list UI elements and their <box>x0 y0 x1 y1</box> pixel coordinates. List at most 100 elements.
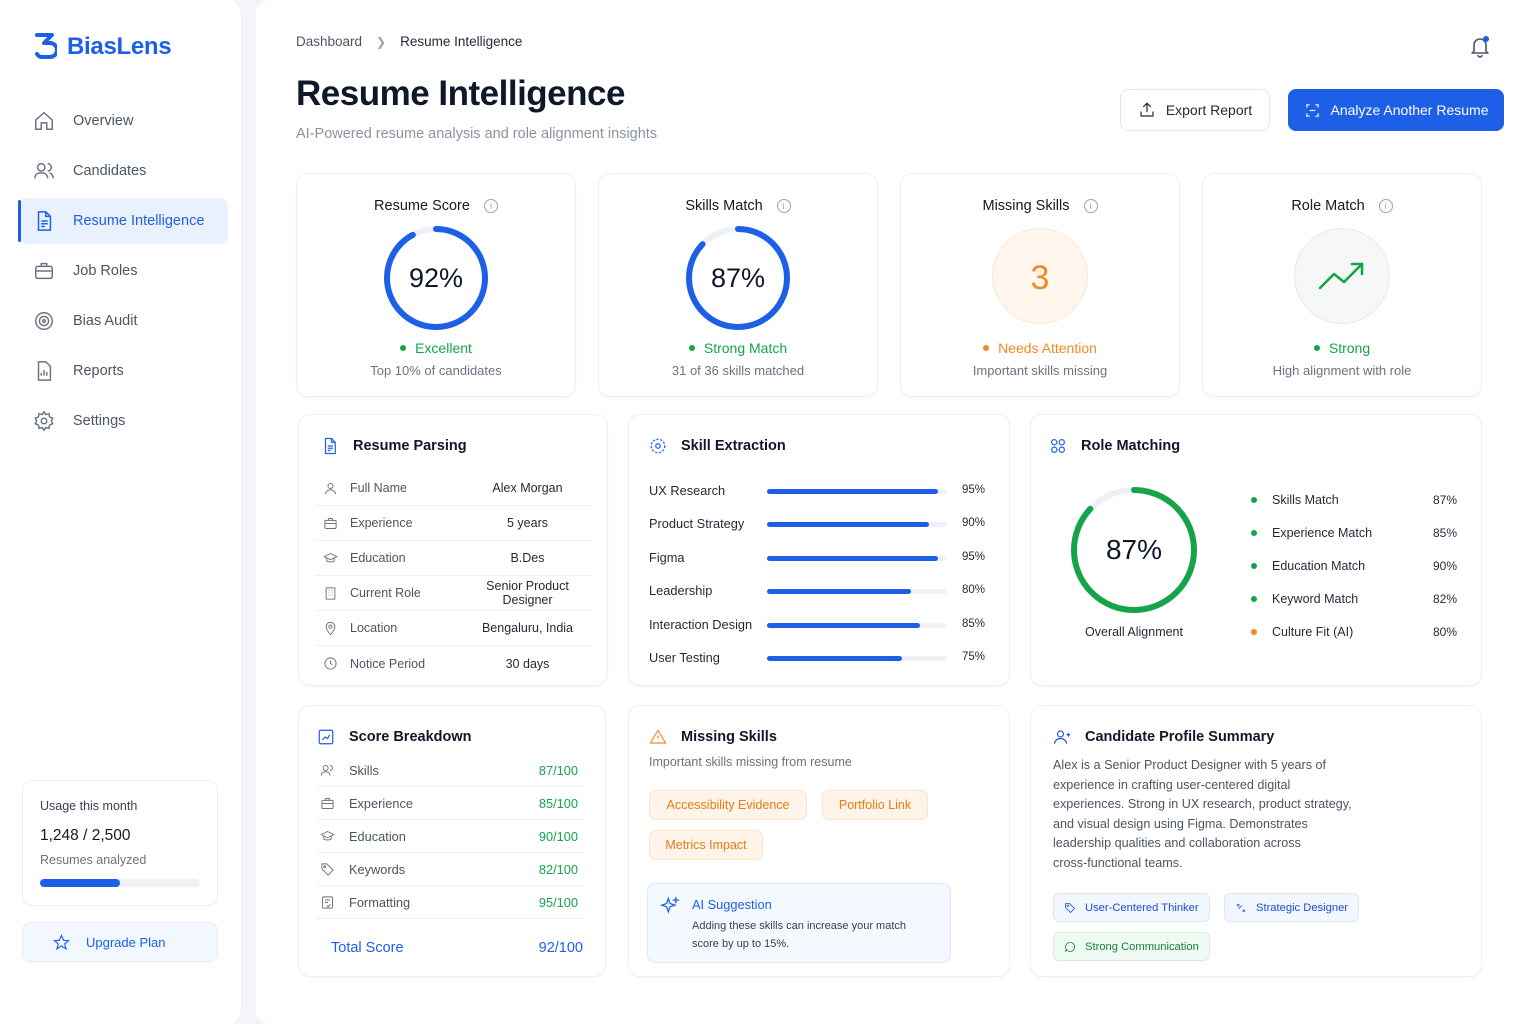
sidebar-item-job-roles[interactable]: Job Roles <box>18 248 228 294</box>
location-pin-icon <box>325 621 336 635</box>
total-score-label: Total Score <box>331 940 404 956</box>
status-wrap: Strong Match <box>599 340 877 356</box>
missing-skills-section: Missing Skills Important skills missing … <box>628 705 1010 977</box>
resume-score-desc: Top 10% of candidates <box>370 363 502 378</box>
skill-percent: 90% <box>962 517 986 529</box>
main-content: Dashboard ❯ Resume Intelligence Resume I… <box>256 0 1536 1024</box>
sidebar-item-settings[interactable]: Settings <box>18 398 228 444</box>
skill-bar-track <box>767 522 947 527</box>
role-matching-icon <box>1051 439 1065 453</box>
score-label: Skills <box>349 762 379 778</box>
score-label: Keywords <box>349 861 406 877</box>
role-match-name: Education Match <box>1272 559 1366 573</box>
role-match-row: Skills Match 87% <box>1251 490 1457 510</box>
info-icon[interactable]: i <box>1378 199 1393 213</box>
metric-title-wrap: Missing Skills i <box>901 198 1179 214</box>
profile-tag[interactable]: Strategic Designer <box>1224 893 1360 922</box>
info-icon[interactable]: i <box>776 199 791 213</box>
score-row-skills: Skills 87/100 <box>317 754 585 787</box>
score-chart-icon <box>318 729 334 745</box>
parse-value: Alex Morgan <box>492 481 563 495</box>
skill-row: Leadership 80% <box>649 581 989 601</box>
role-matching-title: Role Matching <box>1081 438 1181 454</box>
status-dot <box>1251 563 1257 569</box>
skills-match-desc: 31 of 36 skills matched <box>671 363 805 378</box>
status-dot <box>1251 596 1257 602</box>
info-icon[interactable]: i <box>483 199 498 213</box>
total-score-row: Total Score 92/100 <box>331 940 583 956</box>
upgrade-plan-button[interactable]: Upgrade Plan <box>22 922 218 962</box>
score-row-keywords: Keywords 82/100 <box>317 853 585 886</box>
role-match-value: 85% <box>1432 526 1457 540</box>
score-value: 95/100 <box>538 894 578 910</box>
breadcrumb-dashboard[interactable]: Dashboard <box>296 34 363 49</box>
usage-sub: Resumes analyzed <box>40 853 147 867</box>
parse-row-location: Location Bengaluru, India <box>315 611 593 646</box>
parse-value: 30 days <box>505 656 550 671</box>
missing-skill-chip[interactable]: Portfolio Link <box>822 790 928 820</box>
skill-bar-fill <box>767 623 920 628</box>
graduation-cap-icon <box>323 552 338 562</box>
skill-bar-track <box>767 589 947 594</box>
score-value: 90/100 <box>538 828 578 844</box>
skill-bar-track <box>767 489 947 494</box>
overall-alignment-value: 87% <box>1105 534 1163 565</box>
trend-up-icon <box>1318 262 1364 290</box>
breadcrumb-current: Resume Intelligence <box>400 34 523 49</box>
skill-percent: 95% <box>962 484 986 496</box>
user-icon <box>325 482 336 494</box>
role-matching-card: Role Matching 87% Overall Alignment Skil… <box>1030 414 1482 686</box>
sidebar-item-resume-intelligence[interactable]: Resume Intelligence <box>18 198 228 244</box>
sidebar-item-label: Bias Audit <box>73 313 138 329</box>
parse-row-current-role: Current Role Senior Product Designer <box>315 576 593 611</box>
resume-score-card: Resume Score i 92% Excellent Top 10% of c… <box>296 173 576 397</box>
skill-bar-fill <box>767 489 938 494</box>
overall-alignment-ring <box>1071 487 1197 613</box>
export-report-button[interactable]: Export Report <box>1120 89 1270 131</box>
metric-title-wrap: Skills Match i <box>599 198 877 214</box>
missing-skills-subtitle: Important skills missing from resume <box>649 755 852 769</box>
skill-percent: 80% <box>962 584 986 596</box>
notification-bell-icon[interactable] <box>1468 34 1492 58</box>
chevron-right-icon: ❯ <box>376 34 387 49</box>
brand-logo[interactable]: BiasLens <box>33 32 172 62</box>
missing-skills-title: Missing Skills <box>681 729 777 745</box>
section-title: Candidate Profile Summary <box>1053 728 1274 746</box>
sidebar-item-candidates[interactable]: Candidates <box>18 148 228 194</box>
parse-label: Location <box>350 621 398 635</box>
skills-match-status: Strong Match <box>703 340 788 356</box>
missing-skill-chip[interactable]: Accessibility Evidence <box>649 790 807 820</box>
profile-tag[interactable]: Strong Communication <box>1053 932 1210 961</box>
biaslens-logo-icon <box>35 33 57 59</box>
users-icon <box>34 162 54 179</box>
skills-match-ring <box>686 226 790 330</box>
sidebar-item-overview[interactable]: Overview <box>18 98 228 144</box>
profile-tag[interactable]: User-Centered Thinker <box>1053 893 1210 922</box>
tag-icon <box>1065 902 1076 913</box>
candidate-profile-card: Candidate Profile Summary Alex is a Seni… <box>1030 705 1482 977</box>
sidebar-item-reports[interactable]: Reports <box>18 348 228 394</box>
info-icon[interactable]: i <box>1083 199 1098 213</box>
building-icon <box>325 586 336 600</box>
score-label: Formatting <box>349 894 411 910</box>
usage-progress-bar <box>40 879 200 887</box>
profile-summary-text: Alex is a Senior Product Designer with 5… <box>1053 756 1352 874</box>
parse-value: 5 years <box>507 516 548 530</box>
profile-tag-label: User-Centered Thinker <box>1085 901 1199 914</box>
parse-label: Notice Period <box>350 656 426 671</box>
total-score-value: 92/100 <box>538 940 583 956</box>
metric-title: Skills Match <box>685 198 763 214</box>
parse-row-experience: Experience 5 years <box>315 506 593 541</box>
document-icon <box>324 437 336 455</box>
star-icon <box>53 933 70 950</box>
home-icon <box>35 111 53 130</box>
page-title: Resume Intelligence <box>296 74 625 113</box>
analyze-another-resume-button[interactable]: Analyze Another Resume <box>1288 89 1504 131</box>
sidebar-item-bias-audit[interactable]: Bias Audit <box>18 298 228 344</box>
role-match-name: Keyword Match <box>1272 592 1359 606</box>
summary-line: experiences. Strong in UX research, prod… <box>1053 797 1352 812</box>
analyze-another-resume-label: Analyze Another Resume <box>1330 102 1489 118</box>
missing-skill-chip[interactable]: Metrics Impact <box>649 830 763 860</box>
skill-bar-fill <box>767 589 911 594</box>
parse-row-full-name: Full Name Alex Morgan <box>315 471 593 506</box>
